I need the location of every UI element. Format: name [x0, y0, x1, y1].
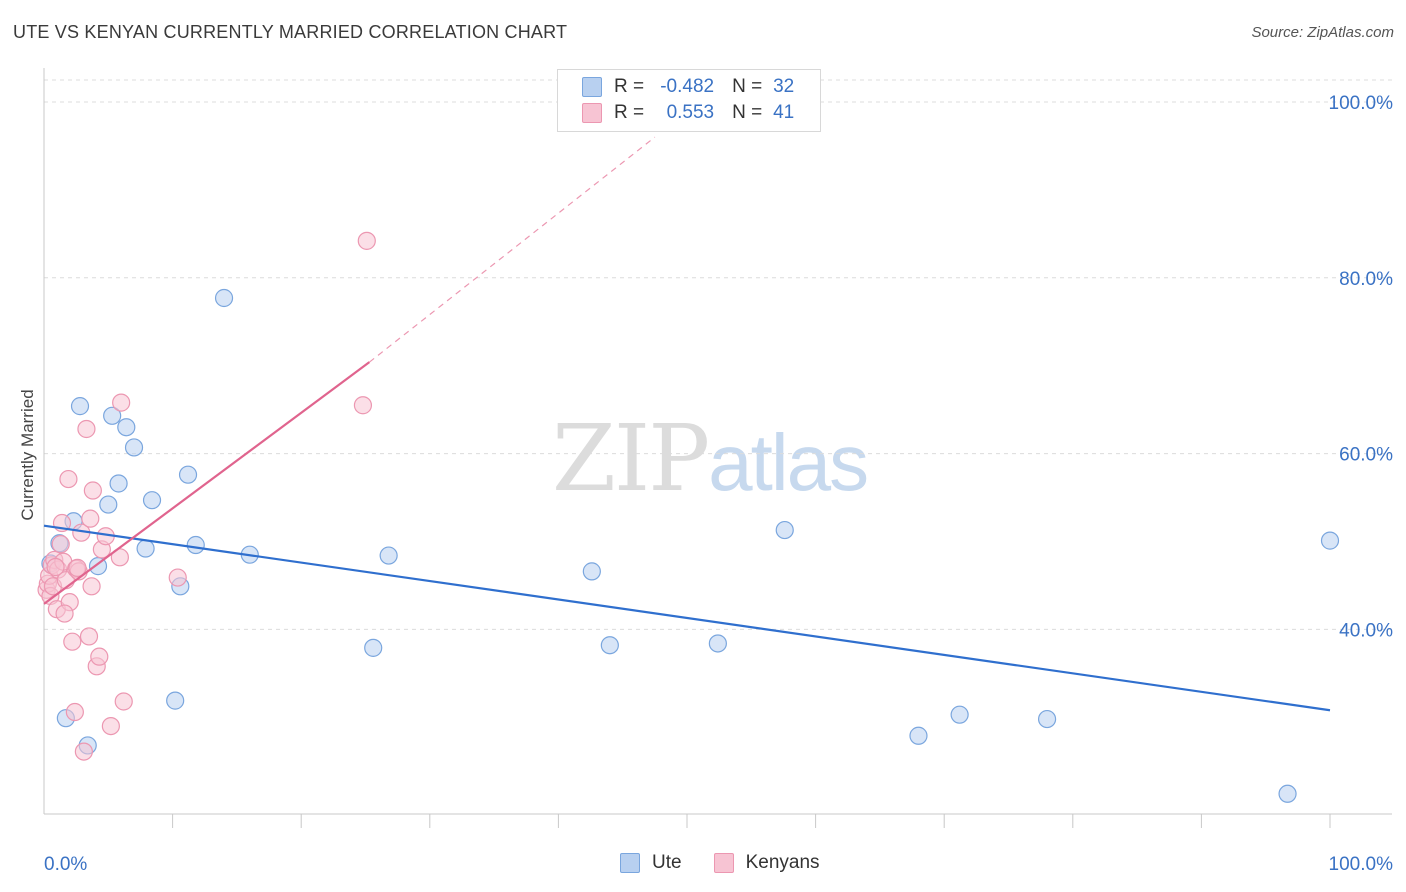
- legend-n-value: 41: [773, 102, 795, 123]
- kenyans-point: [353, 396, 373, 415]
- kenyans-point: [101, 716, 120, 736]
- watermark: ZIPatlas: [552, 405, 869, 512]
- ute-point: [909, 726, 928, 745]
- kenyans-point: [112, 393, 131, 412]
- x-tick-label: 100.0%: [1329, 854, 1394, 875]
- legend-n-value: 32: [773, 76, 795, 97]
- ute-point: [117, 418, 136, 437]
- kenyans-point: [90, 647, 109, 666]
- ute-point: [379, 546, 398, 565]
- series-legend: Ute Kenyans: [620, 852, 852, 874]
- ute-point: [186, 535, 205, 555]
- ute-point: [1037, 709, 1057, 729]
- trend-layer: [43, 136, 1331, 712]
- ute-trend-line: [43, 524, 1331, 712]
- ute-point: [103, 406, 122, 425]
- legend-r-key: R =: [614, 76, 645, 97]
- kenyans-swatch-icon: [713, 853, 734, 873]
- ute-point: [600, 636, 619, 655]
- ute-point: [1320, 531, 1340, 550]
- kenyans-point: [46, 557, 65, 577]
- ute-point: [166, 691, 185, 710]
- ute-point: [99, 495, 118, 514]
- legend-item-ute[interactable]: Ute: [620, 852, 682, 874]
- legend-r-value: 0.553: [666, 102, 715, 123]
- y-tick-label: 80.0%: [1339, 269, 1393, 290]
- legend-row-kenyans: R = 0.553 N = 41: [582, 101, 794, 125]
- tick-label-layer: 40.0% 60.0% 80.0% 100.0% 0.0% 100.0%: [44, 93, 1393, 875]
- kenyans-point: [83, 481, 102, 500]
- kenyans-point: [63, 632, 82, 651]
- kenyans-point: [81, 509, 100, 528]
- y-tick-label: 40.0%: [1339, 620, 1393, 641]
- kenyans-point: [168, 568, 187, 587]
- ute-point: [109, 474, 128, 493]
- kenyans-swatch-icon: [582, 103, 602, 123]
- ute-point: [142, 491, 162, 510]
- kenyans-trend-extension: [368, 136, 656, 363]
- kenyans-point: [51, 535, 70, 554]
- legend-r-value: -0.482: [660, 76, 715, 97]
- kenyans-point: [68, 558, 87, 577]
- kenyans-point: [77, 419, 96, 439]
- legend-label-ute: Ute: [652, 852, 682, 873]
- y-tick-label: 100.0%: [1329, 93, 1394, 114]
- correlation-legend: R = -0.482 N = 32 R = 0.553 N = 41: [557, 69, 821, 132]
- ute-point: [136, 539, 155, 558]
- ute-point: [364, 638, 383, 657]
- kenyans-point: [65, 702, 84, 722]
- legend-item-kenyans[interactable]: Kenyans: [713, 852, 820, 874]
- legend-n-key: N =: [732, 102, 763, 123]
- ute-point: [214, 288, 234, 308]
- ute-swatch-icon: [582, 77, 602, 97]
- marks-layer: [37, 231, 1340, 803]
- chart-title: UTE VS KENYAN CURRENTLY MARRIED CORRELAT…: [13, 22, 568, 42]
- kenyans-point: [59, 469, 78, 489]
- ute-point: [950, 705, 969, 724]
- ute-point: [708, 634, 727, 653]
- legend-row-ute: R = -0.482 N = 32: [582, 75, 794, 99]
- ute-swatch-icon: [620, 853, 640, 873]
- watermark-zip: ZIP: [552, 405, 710, 512]
- axes-layer: [43, 68, 1392, 828]
- watermark-atlas: atlas: [708, 418, 869, 507]
- legend-label-kenyans: Kenyans: [745, 852, 820, 873]
- ute-point: [178, 465, 198, 484]
- legend-n-key: N =: [732, 76, 763, 97]
- ute-point: [582, 562, 601, 581]
- kenyans-point: [74, 742, 93, 761]
- x-tick-label: 0.0%: [44, 854, 87, 875]
- kenyans-point: [82, 577, 101, 596]
- ute-point: [1278, 784, 1297, 803]
- kenyans-point: [357, 231, 376, 250]
- kenyans-point: [79, 627, 99, 646]
- source-label: Source: ZipAtlas.com: [1251, 24, 1394, 41]
- ute-point: [70, 397, 90, 416]
- ute-point: [775, 520, 794, 540]
- kenyans-point: [55, 604, 74, 623]
- legend-r-key: R =: [614, 102, 645, 123]
- ute-point: [124, 438, 144, 457]
- kenyans-trend-line: [43, 361, 371, 605]
- y-tick-label: 60.0%: [1339, 445, 1393, 466]
- kenyans-point: [114, 692, 133, 711]
